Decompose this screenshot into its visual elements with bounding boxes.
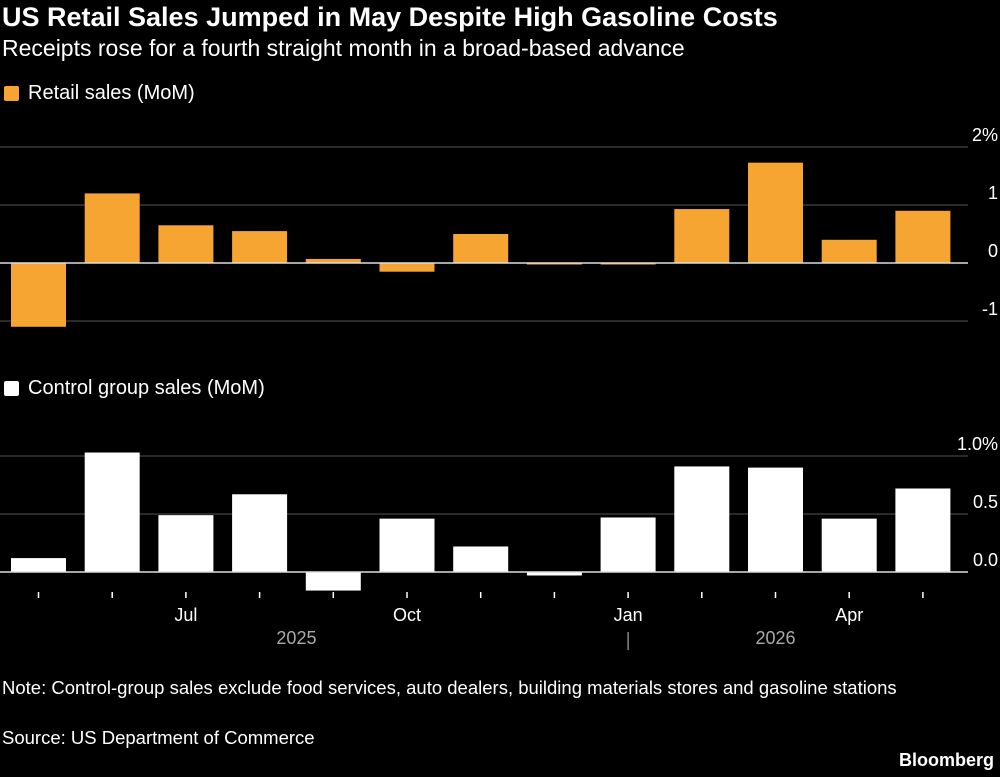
y-tick-label: 0 [988,241,998,261]
retail-bar [158,225,214,263]
chart-title: US Retail Sales Jumped in May Despite Hi… [2,2,778,32]
control-bar [526,572,582,576]
control-bar [158,515,214,572]
control-bar [305,572,361,591]
chart-note: Note: Control-group sales exclude food s… [2,677,897,698]
bloomberg-logo: Bloomberg [898,750,994,770]
control-bar [600,517,656,572]
legend-control-label: Control group sales (MoM) [28,377,265,399]
retail-bar [674,209,730,263]
y-tick-label: -1 [982,299,998,319]
y-tick-label: 1.0% [957,434,998,454]
legend-retail-swatch [4,86,19,101]
retail-bar [453,234,509,263]
retail-bar [895,210,951,263]
chart-area: 2% 1 0 -1 1.0% 0.5 0.0 Jul Oct Jan Apr 2025 2026 [0,125,998,650]
y-tick-label: 1 [988,183,998,203]
x-tick-label: Jan [614,605,643,625]
x-year-label: 2026 [755,628,795,648]
retail-bar [232,231,288,263]
legend-control-swatch [4,381,19,396]
x-year-label: 2025 [276,628,316,648]
x-tick-label: Oct [393,605,421,625]
control-bar [748,467,803,572]
retail-bar [379,263,435,272]
control-bar [453,546,509,572]
retail-bar [305,258,361,263]
y-tick-label: 0.0 [973,550,998,570]
control-bar [674,466,730,572]
retail-bar [748,162,803,263]
control-bar [84,452,140,572]
retail-bar [821,239,877,263]
retail-bar [84,193,140,263]
legend-retail: Retail sales (MoM) [4,82,195,105]
legend-retail-label: Retail sales (MoM) [28,82,195,104]
chart-subtitle: Receipts rose for a fourth straight mont… [2,35,685,61]
control-bar [232,494,288,572]
control-bar [895,488,951,572]
y-tick-label: 2% [972,125,998,145]
legend-control: Control group sales (MoM) [4,377,265,400]
x-tick-label: Apr [835,605,863,625]
retail-bar [11,263,66,327]
chart-source: Source: US Department of Commerce [2,727,315,748]
control-bar [11,558,66,572]
control-bar [821,518,877,572]
control-bar [379,518,435,572]
y-tick-label: 0.5 [973,492,998,512]
x-tick-label: Jul [174,605,197,625]
